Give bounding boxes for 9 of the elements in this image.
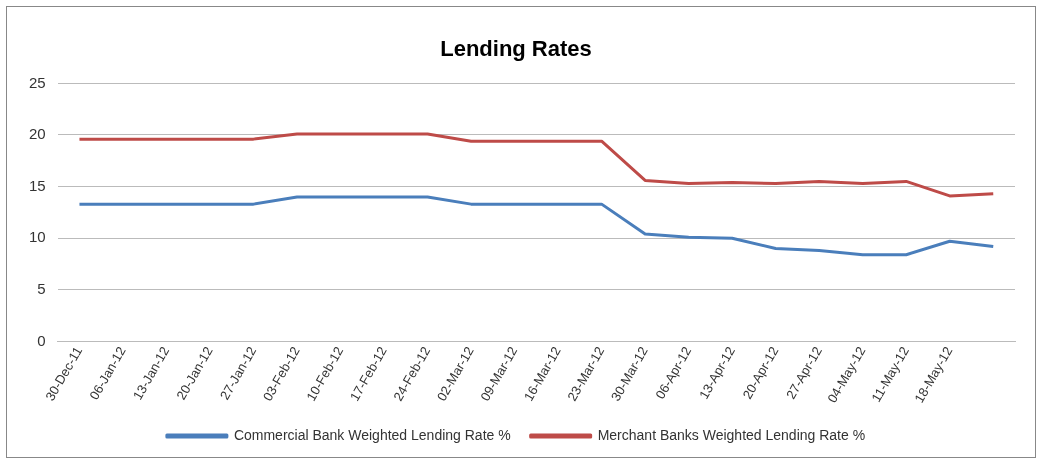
- legend-label: Merchant Banks Weighted Lending Rate %: [597, 426, 866, 443]
- y-tick-label: 20: [29, 125, 46, 143]
- legend-label: Commercial Bank Weighted Lending Rate %: [233, 426, 511, 443]
- y-tick-label: 0: [37, 331, 46, 349]
- y-tick-label: 25: [29, 73, 46, 91]
- y-tick-label: 10: [29, 228, 46, 246]
- y-tick-label: 5: [37, 279, 46, 297]
- chart-title: Lending Rates: [440, 36, 592, 62]
- y-tick-label: 15: [29, 176, 46, 194]
